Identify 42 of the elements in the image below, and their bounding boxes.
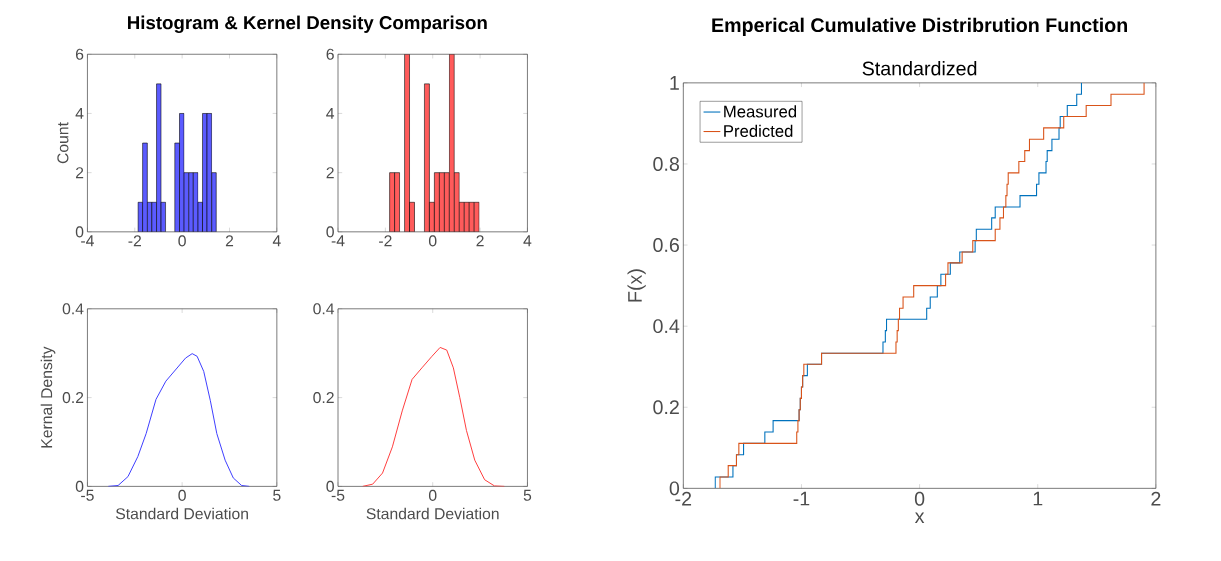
x-tick-label: 2 [225, 235, 234, 247]
x-tick-label: 0 [178, 489, 186, 501]
y-tick-label: 1 [670, 75, 679, 90]
y-tick-label: 0.4 [653, 319, 680, 333]
x-tick-label: 1 [1033, 491, 1043, 506]
x-tick-label: 5 [523, 489, 532, 501]
x-axis-title: x [914, 512, 925, 523]
x-axis-title: Standard Deviation [366, 507, 499, 520]
y-axis-title: Count [57, 122, 69, 164]
y-tick-label: 2 [75, 166, 84, 178]
x-tick-label: 0 [914, 491, 925, 506]
x-tick-label: 5 [273, 489, 281, 501]
y-axis-title: Kernal Density [40, 346, 56, 448]
y-tick-label: 4 [326, 107, 335, 119]
y-tick-label: 4 [75, 107, 84, 119]
y-tick-label: 2 [326, 166, 334, 178]
x-tick-label: 0 [428, 235, 437, 247]
x-tick-label: 0 [428, 489, 437, 501]
legend-label: Predicted [724, 124, 793, 137]
x-axis-title: Standard Deviation [115, 507, 248, 520]
y-tick-label: 0.6 [653, 237, 679, 252]
x-tick-label: 4 [523, 235, 532, 246]
chart-title: Histogram & Kernel Density Comparison [128, 15, 487, 33]
y-tick-label: 6 [326, 48, 334, 60]
y-tick-label: 0.2 [313, 391, 334, 403]
y-tick-label: 0.4 [313, 303, 335, 315]
y-axis-title: F(x) [627, 269, 646, 302]
chart-title: Emperical Cumulative Distribrution Function [712, 17, 1127, 36]
x-tick-label: 2 [1151, 491, 1161, 506]
y-tick-label: 6 [76, 48, 84, 60]
y-tick-label: 0.2 [653, 400, 679, 415]
y-tick-label: 0.2 [62, 391, 84, 403]
x-tick-label: -1 [793, 491, 810, 506]
x-tick-label: -2 [379, 235, 392, 247]
y-tick-label: 0.8 [653, 156, 679, 171]
x-tick-label: 2 [476, 235, 484, 247]
x-tick-label: 0 [178, 235, 186, 247]
x-tick-label: -2 [128, 235, 141, 247]
x-tick-label: 4 [272, 235, 281, 246]
y-tick-label: 0.4 [62, 303, 84, 315]
legend-label: Measured [724, 105, 797, 118]
chart-subtitle: Standardized [862, 60, 977, 76]
